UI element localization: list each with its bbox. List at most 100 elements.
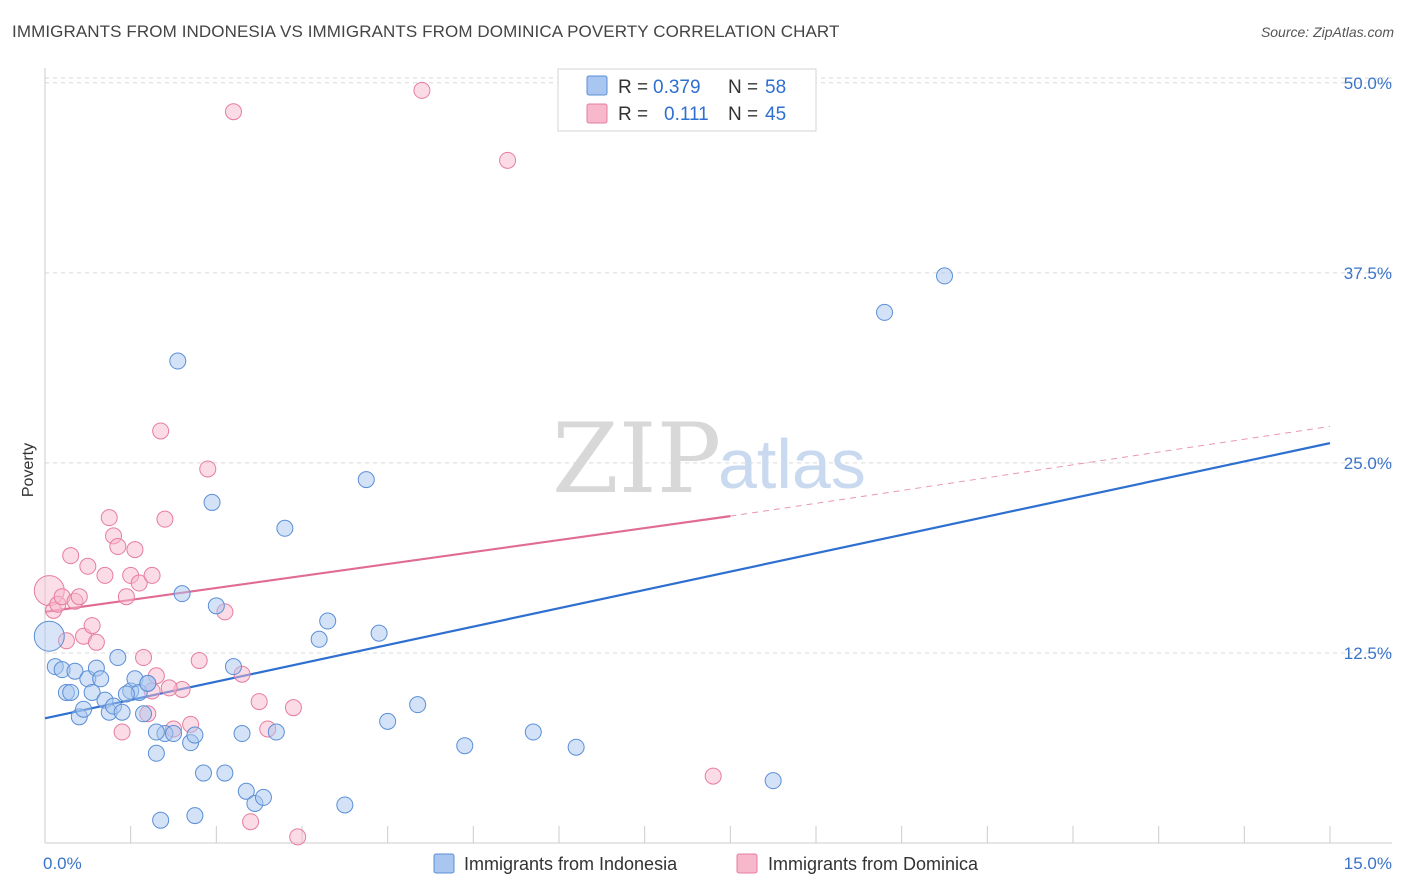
bottom-legend: Immigrants from Indonesia Immigrants fro… [433,853,979,874]
point-indonesia-0 [33,620,65,652]
legend-n-label-0: N = [728,77,758,98]
point-dominica-4 [57,632,75,650]
point-indonesia-16 [113,703,131,721]
point-dominica-23 [143,566,161,584]
point-indonesia-5 [66,662,84,680]
point-dominica-40 [413,81,431,99]
point-dominica-39 [289,828,307,846]
point-indonesia-52 [936,267,953,285]
x-tick-labels: 0.0% 15.0% [43,854,1392,873]
point-dominica-13 [100,509,118,527]
axes [44,68,1392,844]
point-dominica-21 [135,649,153,667]
watermark-zip: ZIP [552,403,721,515]
point-indonesia-30 [203,493,221,511]
point-dominica-25 [152,422,170,440]
bottom-legend-swatch-dominica [736,853,758,874]
point-indonesia-51 [876,303,894,321]
x-tick-label-1: 15.0% [1344,854,1392,873]
point-indonesia-28 [186,807,204,825]
point-dominica-15 [109,538,127,556]
legend-n-value-1: 45 [765,104,786,125]
point-dominica-31 [199,460,217,478]
point-dominica-26 [156,510,174,528]
point-dominica-30 [190,652,208,670]
point-indonesia-43 [357,471,375,489]
y-tick-label-0: 12.5% [1344,644,1392,663]
legend-r-value-1: 0.111 [664,104,709,125]
point-dominica-10 [83,617,101,635]
point-dominica-33 [224,103,242,121]
point-dominica-19 [126,541,144,559]
y-tick-label-2: 37.5% [1344,264,1392,283]
point-indonesia-35 [237,782,255,800]
y-axis-label: Poverty [20,443,37,497]
point-indonesia-46 [409,696,427,714]
point-indonesia-57 [135,705,153,723]
point-dominica-38 [284,699,302,717]
point-indonesia-39 [276,519,294,537]
point-dominica-35 [242,813,260,831]
point-dominica-7 [70,588,88,606]
trend-line-dominica-extension [730,425,1331,517]
point-indonesia-32 [216,764,234,782]
y-tick-label-1: 25.0% [1344,454,1392,473]
point-dominica-16 [113,723,131,741]
point-indonesia-9 [83,683,101,701]
point-dominica-12 [96,566,114,584]
trend-line-dominica [44,515,731,613]
point-indonesia-54 [186,726,204,744]
point-dominica-44 [160,679,178,697]
bottom-legend-indonesia: Immigrants from Indonesia [464,854,678,874]
point-dominica-9 [79,557,97,575]
point-indonesia-45 [379,712,397,730]
point-indonesia-29 [194,764,212,782]
point-dominica-42 [704,767,722,785]
chart-title: IMMIGRANTS FROM INDONESIA VS IMMIGRANTS … [12,22,840,41]
watermark-atlas: atlas [718,425,866,503]
point-indonesia-7 [75,700,93,718]
point-indonesia-47 [456,737,474,755]
point-indonesia-22 [152,811,170,829]
bottom-legend-dominica: Immigrants from Dominica [768,854,979,874]
point-indonesia-41 [319,612,337,630]
point-indonesia-48 [524,723,542,741]
point-indonesia-34 [233,725,251,743]
point-dominica-36 [250,693,268,711]
point-indonesia-55 [139,674,157,692]
point-indonesia-37 [254,788,272,806]
point-indonesia-21 [147,744,165,762]
point-indonesia-15 [109,649,127,667]
point-dominica-20 [130,574,148,592]
watermark: ZIP atlas [552,403,866,515]
point-indonesia-56 [117,685,135,703]
point-indonesia-53 [147,723,165,741]
point-dominica-17 [117,588,135,606]
legend-swatch-indonesia [586,75,608,96]
point-indonesia-49 [567,738,585,756]
bottom-legend-swatch-indonesia [433,853,455,874]
legend-n-label-1: N = [728,104,758,125]
point-indonesia-42 [336,796,354,814]
y-tick-labels: 12.5% 25.0% 37.5% 50.0% [1344,74,1392,663]
point-indonesia-31 [207,597,225,615]
point-indonesia-44 [370,624,388,642]
trend-lines [44,425,1331,720]
legend-n-value-0: 58 [765,77,786,98]
legend-r-value-0: 0.379 [653,77,701,98]
point-indonesia-4 [62,683,80,701]
point-dominica-41 [499,151,517,169]
legend-r-label-1: R = [618,104,648,125]
point-indonesia-25 [169,352,187,370]
data-points [33,81,953,846]
x-tick-label-0: 0.0% [43,854,82,873]
gridlines [45,77,1392,654]
point-dominica-5 [62,547,80,565]
point-indonesia-11 [92,670,110,688]
y-tick-label-3: 50.0% [1344,74,1392,93]
point-indonesia-24 [165,725,182,743]
point-indonesia-38 [267,723,285,741]
point-dominica-11 [87,633,105,651]
point-indonesia-26 [173,585,191,603]
